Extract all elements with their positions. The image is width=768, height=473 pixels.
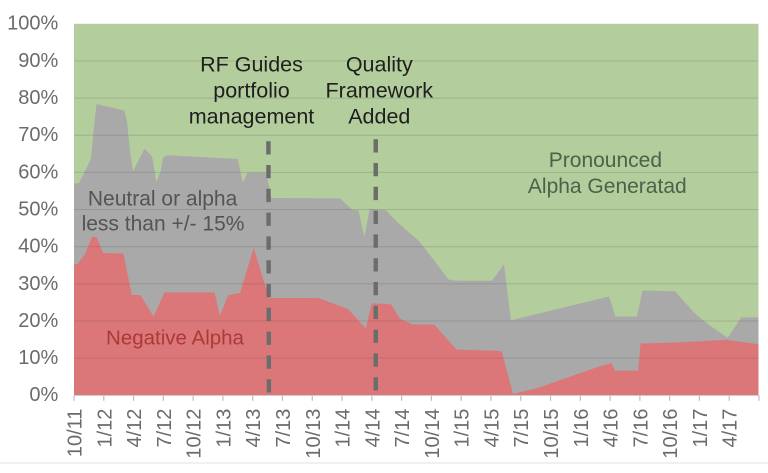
svg-text:1/13: 1/13 [213,409,235,448]
svg-text:less than +/- 15%: less than +/- 15% [82,213,245,236]
svg-text:7/16: 7/16 [630,409,652,448]
svg-text:7/12: 7/12 [154,409,176,448]
svg-text:4/14: 4/14 [362,409,384,448]
svg-text:50%: 50% [18,198,58,220]
svg-text:Neutral or alpha: Neutral or alpha [88,188,238,211]
svg-text:1/15: 1/15 [452,409,474,448]
svg-text:1/14: 1/14 [333,409,355,448]
svg-text:1/12: 1/12 [94,409,116,448]
svg-text:10/15: 10/15 [541,409,563,459]
svg-text:10/16: 10/16 [660,409,682,459]
svg-text:Framework: Framework [326,79,434,103]
svg-text:1/16: 1/16 [571,409,593,448]
svg-text:Added: Added [348,105,410,129]
svg-text:10/12: 10/12 [184,409,206,459]
svg-text:portfolio: portfolio [213,79,290,103]
svg-text:management: management [189,105,315,129]
svg-text:7/13: 7/13 [273,409,295,448]
svg-text:90%: 90% [18,50,58,72]
svg-text:100%: 100% [7,13,58,35]
svg-text:Pronounced: Pronounced [549,149,662,172]
svg-text:0%: 0% [29,384,58,406]
svg-text:70%: 70% [18,124,58,146]
svg-text:RF Guides: RF Guides [200,53,303,77]
svg-text:Quality: Quality [346,53,413,77]
svg-text:4/16: 4/16 [601,409,623,448]
svg-text:7/15: 7/15 [511,409,533,448]
svg-text:Alpha Generatad: Alpha Generatad [528,175,687,198]
svg-text:1/17: 1/17 [690,409,712,448]
svg-text:20%: 20% [18,310,58,332]
svg-text:Negative Alpha: Negative Alpha [106,327,245,350]
svg-text:10%: 10% [18,347,58,369]
svg-text:60%: 60% [18,161,58,183]
svg-text:4/12: 4/12 [124,409,146,448]
svg-text:10/11: 10/11 [65,409,87,458]
svg-text:10/14: 10/14 [422,409,444,459]
svg-text:4/13: 4/13 [243,409,265,448]
svg-text:30%: 30% [18,273,58,295]
svg-text:4/15: 4/15 [481,409,503,448]
svg-text:40%: 40% [18,236,58,258]
svg-text:80%: 80% [18,87,58,109]
svg-text:4/17: 4/17 [720,409,742,448]
svg-text:10/13: 10/13 [303,409,325,459]
svg-text:7/14: 7/14 [392,409,414,448]
